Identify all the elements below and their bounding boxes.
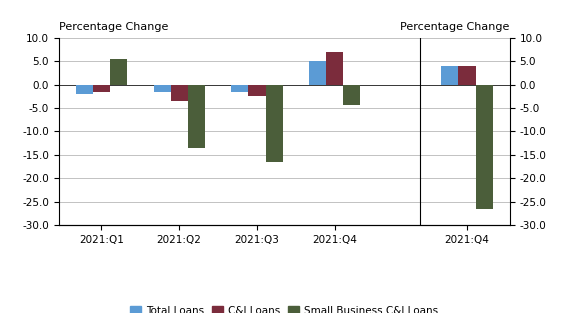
- Bar: [458, 66, 476, 85]
- Text: Percentage Change: Percentage Change: [400, 22, 510, 32]
- Bar: [248, 85, 265, 96]
- Bar: [231, 85, 248, 92]
- Bar: [171, 85, 188, 101]
- Legend: Total Loans, C&I Loans, Small Business C&I Loans: Total Loans, C&I Loans, Small Business C…: [126, 302, 442, 313]
- Bar: [154, 85, 171, 92]
- Bar: [76, 85, 93, 94]
- Bar: [188, 85, 205, 148]
- Bar: [309, 61, 326, 85]
- Bar: [326, 52, 343, 85]
- Bar: [93, 85, 110, 92]
- Bar: [265, 85, 282, 162]
- Bar: [441, 66, 458, 85]
- Bar: [110, 59, 127, 85]
- Bar: [343, 85, 360, 105]
- Text: Percentage Change: Percentage Change: [59, 22, 168, 32]
- Bar: [476, 85, 493, 209]
